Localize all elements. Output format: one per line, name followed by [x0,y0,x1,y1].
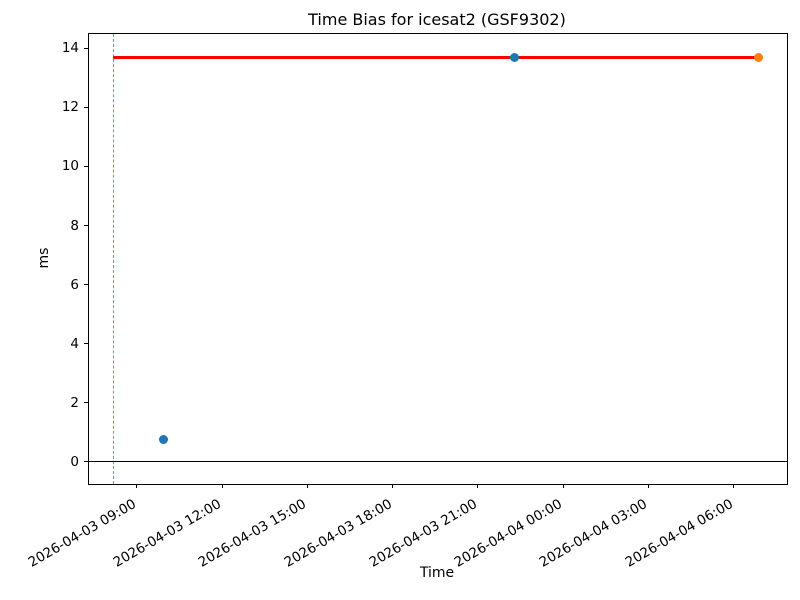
y-tick-label: 6 [70,276,79,293]
y-tick-label: 2 [70,394,79,411]
y-tick-mark [84,165,88,167]
y-tick-mark [84,47,88,49]
y-tick-label: 10 [61,158,79,175]
applied-bias-line [113,56,759,59]
chart-title: Time Bias for icesat2 (GSF9302) [308,10,566,29]
y-axis-label: ms [36,247,52,269]
x-tick-mark [136,484,138,488]
y-tick-mark [84,343,88,345]
x-axis-label: Time [419,565,455,581]
y-tick-label: 8 [70,217,79,234]
plot-area: 0 2 4 6 8 10 12 14 2026-04-03 09:00 2026-04-03 12… [25,33,788,571]
x-tick-mark [306,484,308,488]
data-point [754,52,764,62]
y-tick-mark [84,225,88,226]
data-point [159,434,169,444]
x-tick-mark [221,484,223,488]
x-tick-mark [392,484,394,488]
y-tick-label: 12 [61,99,79,116]
y-tick-mark [84,106,88,108]
data-point [509,52,519,62]
y-tick-mark [84,402,88,404]
y-tick-mark [84,284,88,286]
zero-baseline [89,461,787,463]
x-tick-mark [477,484,479,488]
y-tick-label: 14 [61,40,79,57]
y-tick-mark [84,461,88,463]
y-tick-label: 4 [70,335,79,352]
x-tick-mark [562,484,564,488]
x-tick-mark [733,484,735,488]
y-tick-label: 0 [70,453,79,470]
x-tick-mark [647,484,649,488]
start-time-vline [113,34,115,484]
